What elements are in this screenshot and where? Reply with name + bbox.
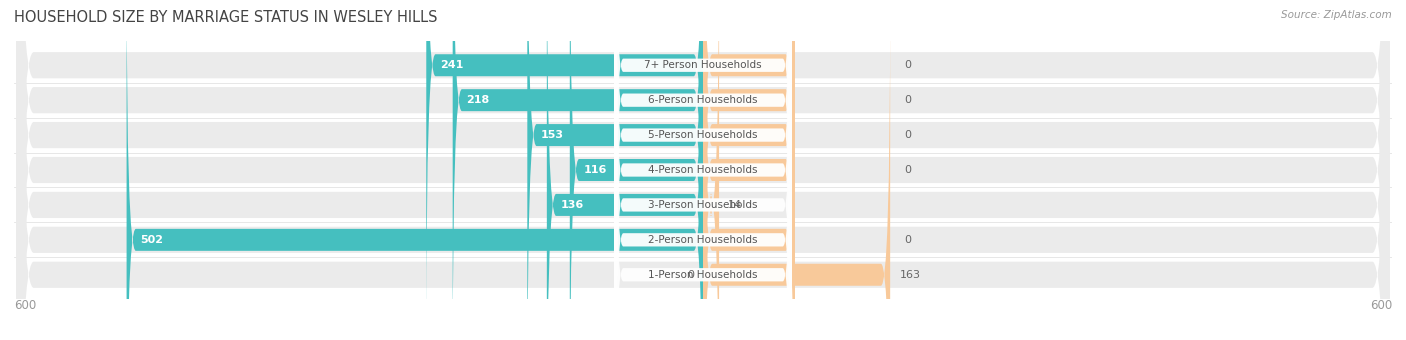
Text: 0: 0 — [904, 60, 911, 70]
Text: 218: 218 — [467, 95, 489, 105]
Legend: Family, Nonfamily: Family, Nonfamily — [621, 336, 785, 340]
Text: Source: ZipAtlas.com: Source: ZipAtlas.com — [1281, 10, 1392, 20]
FancyBboxPatch shape — [17, 0, 1389, 340]
Text: 600: 600 — [1369, 299, 1392, 312]
Text: 0: 0 — [904, 235, 911, 245]
Text: 163: 163 — [900, 270, 921, 280]
Text: 0: 0 — [904, 95, 911, 105]
Text: 2-Person Households: 2-Person Households — [648, 235, 758, 245]
Text: 0: 0 — [904, 130, 911, 140]
Text: 116: 116 — [583, 165, 607, 175]
FancyBboxPatch shape — [547, 0, 703, 340]
FancyBboxPatch shape — [614, 0, 792, 340]
FancyBboxPatch shape — [703, 0, 794, 340]
FancyBboxPatch shape — [17, 0, 1389, 340]
Text: 0: 0 — [686, 270, 693, 280]
FancyBboxPatch shape — [17, 0, 1389, 340]
Text: 241: 241 — [440, 60, 464, 70]
FancyBboxPatch shape — [614, 2, 792, 340]
FancyBboxPatch shape — [17, 0, 1389, 340]
FancyBboxPatch shape — [703, 0, 794, 340]
Text: 1-Person Households: 1-Person Households — [648, 270, 758, 280]
FancyBboxPatch shape — [426, 0, 703, 334]
Text: 502: 502 — [141, 235, 163, 245]
Text: 7+ Person Households: 7+ Person Households — [644, 60, 762, 70]
FancyBboxPatch shape — [527, 0, 703, 340]
FancyBboxPatch shape — [614, 0, 792, 340]
FancyBboxPatch shape — [703, 0, 794, 340]
FancyBboxPatch shape — [17, 0, 1389, 340]
Text: 14: 14 — [728, 200, 742, 210]
Text: 4-Person Households: 4-Person Households — [648, 165, 758, 175]
Text: 153: 153 — [541, 130, 564, 140]
FancyBboxPatch shape — [614, 0, 792, 340]
FancyBboxPatch shape — [614, 0, 792, 338]
FancyBboxPatch shape — [703, 0, 718, 340]
Text: 0: 0 — [904, 165, 911, 175]
Text: 600: 600 — [14, 299, 37, 312]
FancyBboxPatch shape — [703, 6, 890, 340]
Text: 136: 136 — [561, 200, 583, 210]
FancyBboxPatch shape — [569, 0, 703, 340]
Text: 3-Person Households: 3-Person Households — [648, 200, 758, 210]
FancyBboxPatch shape — [127, 0, 703, 340]
FancyBboxPatch shape — [614, 0, 792, 340]
FancyBboxPatch shape — [614, 0, 792, 340]
FancyBboxPatch shape — [703, 0, 794, 340]
FancyBboxPatch shape — [17, 0, 1389, 340]
FancyBboxPatch shape — [17, 0, 1389, 340]
FancyBboxPatch shape — [453, 0, 703, 340]
FancyBboxPatch shape — [703, 0, 794, 334]
Text: 6-Person Households: 6-Person Households — [648, 95, 758, 105]
Text: HOUSEHOLD SIZE BY MARRIAGE STATUS IN WESLEY HILLS: HOUSEHOLD SIZE BY MARRIAGE STATUS IN WES… — [14, 10, 437, 25]
Text: 5-Person Households: 5-Person Households — [648, 130, 758, 140]
